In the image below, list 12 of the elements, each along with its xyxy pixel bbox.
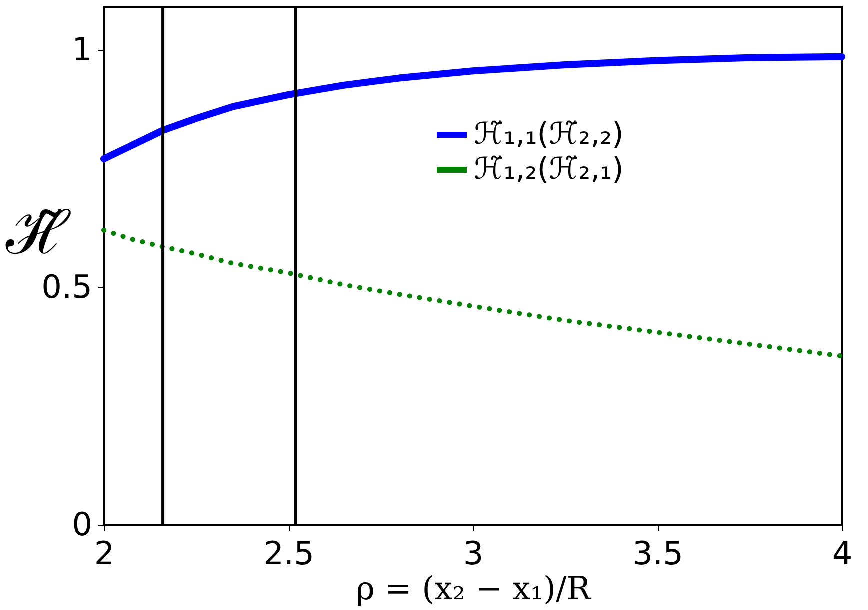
y-tick-label: 1 bbox=[72, 30, 92, 68]
x-axis-title: ρ = (x₂ − x₁)/R bbox=[356, 570, 592, 608]
y-tick-label: 0 bbox=[72, 506, 92, 544]
x-tick-label: 2.5 bbox=[264, 534, 314, 572]
y-tick-label: 0.5 bbox=[42, 268, 92, 306]
x-tick-label: 3.5 bbox=[632, 534, 684, 572]
x-tick-label: 3 bbox=[463, 534, 484, 572]
x-tick-label: 4 bbox=[832, 534, 853, 572]
y-axis-title: ℋ̃ bbox=[5, 198, 72, 268]
legend-label: ℋ̃₁,₁(ℋ̃₂,₂) bbox=[474, 117, 624, 152]
x-tick-label: 2 bbox=[94, 534, 115, 572]
legend-label: ℋ̃₁,₂(ℋ̃₂,₁) bbox=[474, 152, 624, 187]
